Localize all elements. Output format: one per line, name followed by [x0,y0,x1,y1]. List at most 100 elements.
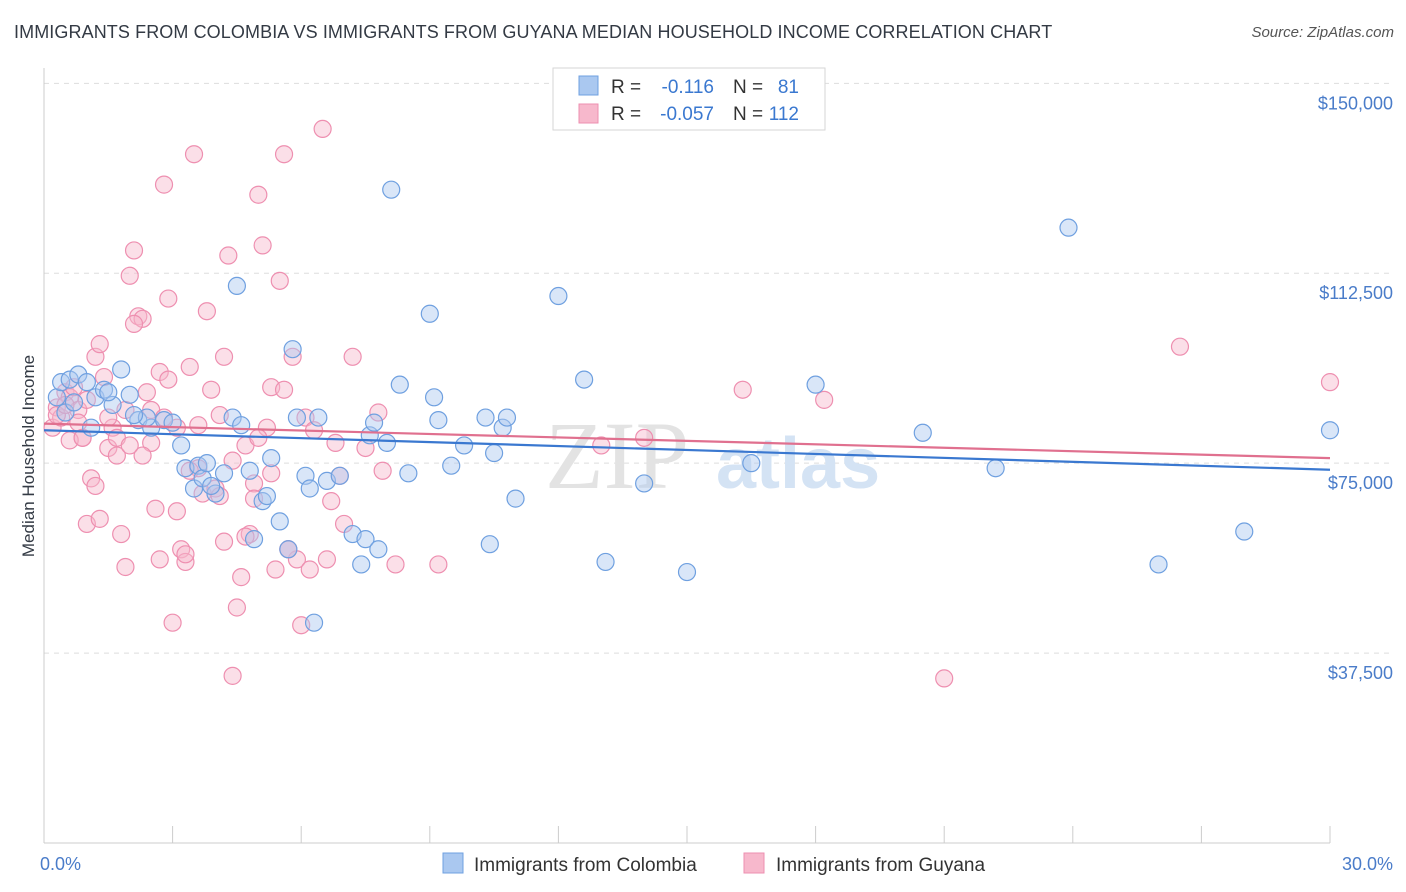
colombia-point-33 [279,540,298,559]
colombia-point-57 [485,443,504,463]
series-colombia-points [47,180,1340,632]
guyana-point-89 [133,446,152,465]
colombia-point-72 [1149,555,1168,574]
guyana-point-75 [815,390,834,409]
guyana-point-61 [313,119,332,139]
legend-top-swatch-colombia [578,75,599,96]
guyana-point-88 [124,314,144,333]
guyana-point-53 [270,271,289,290]
y-axis-title: Median Household Income [19,355,38,557]
guyana-point-94 [176,545,195,564]
guyana-point-15 [107,446,126,465]
legend-top-r-label-guyana: R = [611,104,641,125]
colombia-point-45 [364,413,384,432]
guyana-point-70 [386,555,405,574]
guyana-point-32 [180,357,199,377]
colombia-point-68 [806,375,825,394]
colombia-point-54 [442,456,461,475]
watermark-atlas: atlas [716,424,880,504]
colombia-point-25 [227,276,246,296]
series-guyana-points [43,119,1340,688]
colombia-point-16 [172,436,191,455]
guyana-point-40 [214,347,234,366]
guyana-point-92 [159,370,178,389]
colombia-point-26 [232,416,251,435]
legend-top-n-value-guyana: 112 [769,104,799,125]
colombia-point-53 [429,411,448,430]
y-tick-label-1: $112,500 [1319,283,1393,303]
chart-title: IMMIGRANTS FROM COLOMBIA VS IMMIGRANTS F… [14,22,1053,42]
colombia-point-61 [506,489,525,508]
colombia-point-42 [352,555,371,574]
colombia-point-49 [390,375,409,394]
guyana-point-19 [124,241,144,260]
guyana-point-78 [1320,373,1340,392]
colombia-point-60 [480,535,499,554]
y-tick-label-2: $75,000 [1328,473,1393,493]
guyana-point-71 [429,555,448,574]
grid-lines [44,82,1393,654]
guyana-point-16 [112,524,131,544]
colombia-point-59 [497,408,517,427]
guyana-point-22 [137,383,156,402]
legend-top-r-label-colombia: R = [611,77,641,98]
guyana-point-52 [266,560,285,579]
guyana-point-74 [733,380,752,399]
guyana-point-41 [219,246,238,265]
guyana-point-62 [317,550,337,569]
legend-top-n-value-colombia: 81 [778,77,799,98]
guyana-point-17 [116,557,135,577]
legend-bottom-swatch-guyana [743,852,765,874]
colombia-point-9 [112,360,131,379]
guyana-point-104 [120,436,139,455]
colombia-point-52 [424,388,444,407]
colombia-point-34 [283,340,302,359]
guyana-point-11 [90,335,109,354]
x-tick-min: 0.0% [40,854,81,874]
watermark-zip: ZIP [545,402,689,509]
colombia-point-64 [596,552,615,572]
guyana-point-18 [120,266,139,285]
colombia-point-55 [454,436,474,455]
colombia-point-63 [575,370,594,389]
colombia-point-76 [124,405,144,425]
colombia-point-38 [309,408,328,427]
colombia-point-23 [214,464,234,483]
colombia-point-65 [635,474,654,493]
y-tick-label-3: $37,500 [1328,663,1393,683]
guyana-point-25 [150,550,169,569]
colombia-point-28 [244,530,264,549]
legend-top-r-value-guyana: -0.057 [660,104,714,125]
guyana-point-43 [227,598,246,617]
colombia-point-77 [64,393,84,412]
colombia-point-35 [287,408,307,427]
colombia-point-56 [476,408,495,427]
guyana-point-103 [90,509,109,528]
colombia-point-62 [549,286,568,306]
y-tick-labels: $150,000 $112,500 $75,000 $37,500 [1318,93,1393,683]
guyana-point-95 [189,416,208,435]
guyana-point-28 [163,613,182,632]
guyana-point-69 [373,461,392,480]
legend-top-n-label-colombia: N = [733,77,763,98]
colombia-point-80 [99,383,118,402]
legend-bottom: Immigrants from Colombia Immigrants from… [442,852,985,876]
guyana-point-54 [274,145,294,164]
guyana-point-66 [343,347,362,366]
colombia-point-75 [82,418,101,437]
trend-lines [43,422,1331,471]
guyana-point-100 [262,464,281,483]
guyana-point-27 [159,289,178,308]
guyana-point-101 [274,380,294,399]
trend-line-guyana [43,422,1331,460]
colombia-point-79 [304,613,324,632]
guyana-point-36 [197,302,216,321]
colombia-point-47 [377,433,397,453]
guyana-point-97 [223,451,242,470]
guyana-point-107 [214,532,234,551]
colombia-point-46 [369,540,388,559]
legend-top: R = -0.116 N = 81 R = -0.057 N = 112 [552,67,826,131]
colombia-point-74 [1320,421,1340,440]
colombia-point-37 [300,479,319,498]
